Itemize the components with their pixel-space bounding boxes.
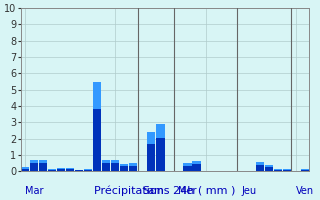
Bar [66, 168, 74, 171]
Bar [156, 124, 164, 138]
Bar [274, 169, 282, 170]
Bar [120, 164, 128, 171]
Bar [57, 168, 65, 169]
Text: Ven: Ven [296, 186, 314, 196]
Bar [102, 160, 110, 171]
Bar [84, 169, 92, 170]
Bar [30, 160, 38, 163]
Bar [301, 169, 309, 170]
Bar [301, 169, 309, 171]
Bar [183, 163, 192, 166]
Bar [183, 163, 192, 171]
Bar [66, 168, 74, 169]
Bar [283, 169, 291, 171]
Bar [265, 165, 273, 171]
Text: Mar: Mar [25, 186, 44, 196]
Bar [102, 160, 110, 163]
Bar [75, 170, 83, 171]
Bar [129, 163, 137, 171]
Bar [283, 169, 291, 170]
Bar [93, 82, 101, 171]
Bar [30, 160, 38, 171]
Bar [21, 167, 29, 171]
Bar [156, 124, 164, 171]
Bar [57, 168, 65, 171]
Text: Jeu: Jeu [242, 186, 257, 196]
Text: Mer: Mer [179, 186, 197, 196]
Bar [93, 82, 101, 109]
Bar [256, 162, 264, 171]
Bar [111, 160, 119, 171]
Bar [274, 169, 282, 171]
Bar [265, 165, 273, 167]
Bar [148, 132, 156, 144]
Bar [48, 169, 56, 171]
X-axis label: Précipitations 24h ( mm ): Précipitations 24h ( mm ) [94, 185, 236, 196]
Bar [39, 160, 47, 163]
Text: Sam: Sam [142, 186, 164, 196]
Bar [256, 162, 264, 165]
Bar [48, 169, 56, 170]
Bar [120, 164, 128, 166]
Bar [111, 160, 119, 163]
Bar [192, 161, 201, 171]
Bar [129, 163, 137, 166]
Bar [84, 169, 92, 171]
Bar [21, 167, 29, 169]
Bar [148, 132, 156, 171]
Bar [192, 161, 201, 164]
Bar [39, 160, 47, 171]
